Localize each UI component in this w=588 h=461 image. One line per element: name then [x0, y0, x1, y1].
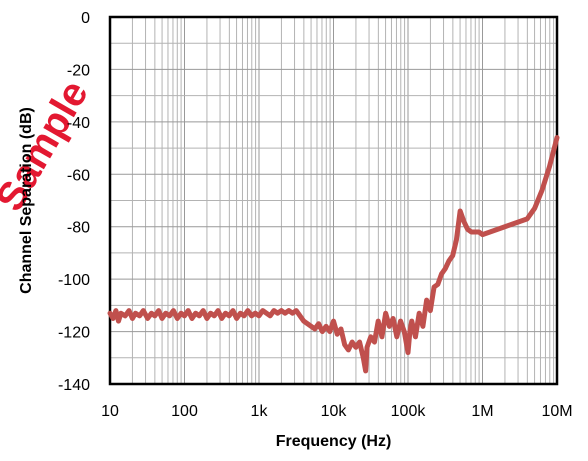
x-tick-label: 10k — [321, 403, 348, 420]
series-layer — [107, 135, 560, 374]
y-tick-label: -40 — [67, 115, 90, 132]
y-tick-label: -60 — [67, 167, 90, 184]
series-line-1 — [107, 135, 560, 374]
plot-area-border — [108, 15, 559, 386]
x-axis-title: Frequency (Hz) — [276, 433, 392, 450]
x-tick-label: 100 — [171, 403, 198, 420]
x-tick-label: 100k — [391, 403, 427, 420]
x-tick-label: 10 — [101, 403, 119, 420]
y-tick-label: -80 — [67, 220, 90, 237]
y-tick-label: -20 — [67, 62, 90, 79]
x-axis-tick-labels: 10 100 1k 10k 100k 1M 10M — [101, 403, 572, 420]
x-tick-label: 1M — [471, 403, 493, 420]
y-axis-title: Channel Separation (dB) — [18, 107, 35, 294]
y-tick-label: -100 — [58, 272, 90, 289]
y-axis-tick-labels: 0 -20 -40 -60 -80 -100 -120 -140 — [58, 10, 90, 394]
y-tick-label: -140 — [58, 377, 90, 394]
y-tick-label: -120 — [58, 325, 90, 342]
x-tick-label: 10M — [541, 403, 572, 420]
x-tick-label: 1k — [251, 403, 269, 420]
y-tick-label: 0 — [81, 10, 90, 27]
